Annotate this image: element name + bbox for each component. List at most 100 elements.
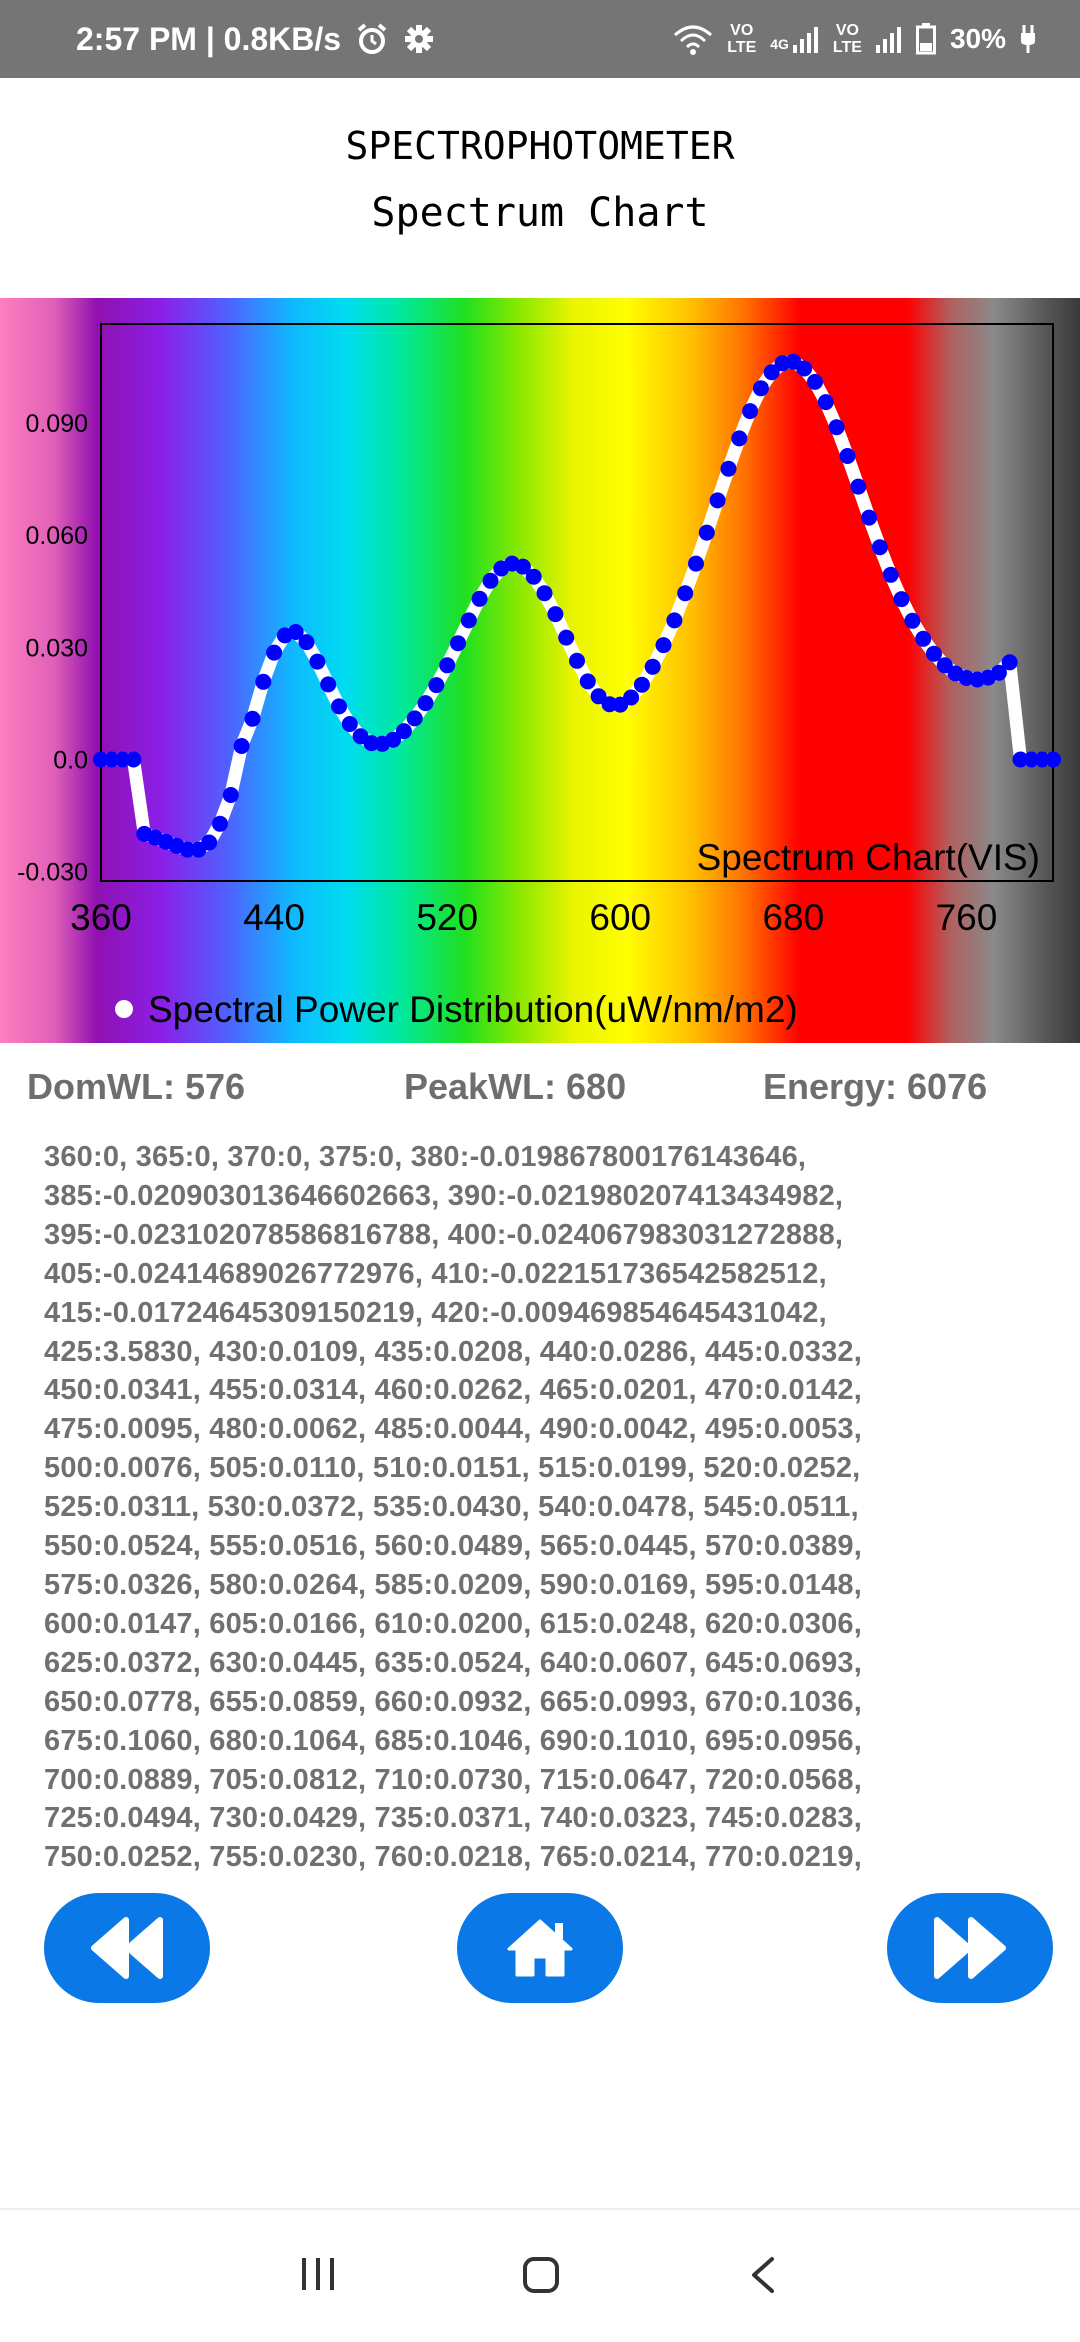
data-line: 725:0.0494, 730:0.0429, 735:0.0371, 740:… bbox=[44, 1802, 863, 1835]
data-point bbox=[385, 731, 402, 748]
data-point bbox=[633, 676, 650, 693]
chart-title: Spectrum Chart(VIS) bbox=[697, 837, 1040, 878]
data-point bbox=[698, 524, 715, 541]
data-point bbox=[579, 673, 596, 690]
data-point bbox=[536, 585, 553, 602]
legend-label: Spectral Power Distribution(uW/nm/m2) bbox=[148, 989, 798, 1030]
data-point bbox=[417, 695, 434, 712]
data-point bbox=[125, 751, 142, 768]
data-point bbox=[763, 364, 780, 381]
energy-value: Energy: 6076 bbox=[763, 1066, 988, 1107]
battery-percent: 30% bbox=[949, 23, 1006, 54]
x-tick-label: 360 bbox=[70, 897, 132, 938]
dominant-wavelength: DomWL: 576 bbox=[27, 1066, 246, 1107]
x-tick-label: 760 bbox=[936, 897, 998, 938]
data-line: 675:0.1060, 680:0.1064, 685:0.1046, 690:… bbox=[44, 1724, 863, 1757]
data-point bbox=[309, 653, 326, 670]
data-line: 450:0.0341, 455:0.0314, 460:0.0262, 465:… bbox=[44, 1374, 863, 1407]
fast-rewind-icon bbox=[91, 1917, 163, 1979]
data-line: 405:-0.02414689026772976, 410:-0.0221517… bbox=[44, 1257, 827, 1290]
data-point bbox=[525, 568, 542, 585]
home-outline-icon[interactable] bbox=[522, 2256, 560, 2294]
data-point bbox=[428, 677, 445, 694]
back-chevron-icon[interactable] bbox=[748, 2256, 778, 2294]
data-point bbox=[677, 585, 694, 602]
data-point bbox=[828, 419, 845, 436]
data-point bbox=[915, 630, 932, 647]
legend-dot bbox=[115, 1000, 133, 1018]
data-point bbox=[893, 591, 910, 608]
data-point bbox=[688, 555, 704, 572]
plot-frame bbox=[100, 323, 1054, 882]
page-subtitle: Spectrum Chart bbox=[371, 190, 709, 236]
volte-label-1: VO LTE bbox=[727, 22, 757, 56]
data-line: 575:0.0326, 580:0.0264, 585:0.0209, 590:… bbox=[44, 1568, 863, 1601]
signal-group-1: 4G bbox=[770, 25, 819, 53]
home-button[interactable] bbox=[457, 1893, 623, 2003]
data-line: 525:0.0311, 530:0.0372, 535:0.0430, 540:… bbox=[44, 1491, 859, 1524]
data-line: 360:0, 365:0, 370:0, 375:0, 380:-0.01986… bbox=[44, 1141, 807, 1173]
data-line: 415:-0.01724645309150219, 420:-0.0094698… bbox=[44, 1296, 827, 1329]
data-line: 700:0.0889, 705:0.0812, 710:0.0730, 715:… bbox=[44, 1763, 863, 1796]
data-point bbox=[201, 834, 218, 851]
data-point bbox=[222, 787, 239, 803]
system-navigation-bar bbox=[0, 2208, 1080, 2342]
status-right: VO LTE 4G VO LTE 30% bbox=[673, 0, 1036, 78]
recents-icon[interactable] bbox=[300, 2256, 336, 2292]
data-line: 750:0.0252, 755:0.0230, 760:0.0218, 765:… bbox=[44, 1841, 863, 1874]
signal-icon bbox=[875, 27, 901, 53]
status-bar: 2:57 PM | 0.8KB/s VO LTE 4G bbox=[0, 0, 1080, 78]
data-point bbox=[212, 815, 228, 832]
data-line: 625:0.0372, 630:0.0445, 635:0.0524, 640:… bbox=[44, 1646, 863, 1679]
series-points bbox=[93, 353, 1061, 858]
gear-icon bbox=[405, 25, 434, 53]
spectrum-chart-svg: -0.030 0.0 0.030 0.060 0.090 360 440 520 600 680… bbox=[0, 298, 1080, 1043]
data-line: 475:0.0095, 480:0.0062, 485:0.0044, 490:… bbox=[44, 1413, 863, 1446]
data-point bbox=[439, 657, 456, 674]
data-point bbox=[926, 645, 942, 662]
data-point bbox=[882, 566, 899, 583]
data-point bbox=[720, 460, 737, 477]
data-point bbox=[233, 738, 250, 754]
data-line: 500:0.0076, 505:0.0110, 510:0.0151, 515:… bbox=[44, 1452, 861, 1485]
volte-label-2: VO LTE bbox=[832, 22, 862, 56]
data-point bbox=[569, 652, 585, 669]
data-point bbox=[839, 448, 856, 464]
previous-button[interactable] bbox=[44, 1893, 210, 2003]
data-point bbox=[742, 403, 759, 420]
battery-icon bbox=[915, 23, 936, 55]
data-point bbox=[1045, 751, 1061, 768]
status-left: 2:57 PM | 0.8KB/s bbox=[76, 0, 435, 78]
home-icon bbox=[507, 1919, 573, 1977]
status-time-speed: 2:57 PM | 0.8KB/s bbox=[76, 21, 342, 57]
data-point bbox=[861, 509, 878, 526]
data-point bbox=[471, 590, 488, 607]
data-point bbox=[752, 380, 769, 397]
data-point bbox=[395, 723, 412, 740]
data-line: 385:-0.020903013646602663, 390:-0.021980… bbox=[44, 1179, 844, 1212]
signal-icon bbox=[792, 27, 818, 53]
data-point bbox=[287, 624, 304, 640]
y-tick-label: 0.030 bbox=[25, 634, 88, 662]
data-point bbox=[817, 394, 834, 411]
peak-wavelength: PeakWL: 680 bbox=[404, 1066, 627, 1107]
data-point bbox=[623, 689, 640, 706]
data-point bbox=[558, 629, 575, 646]
spectrum-chart: -0.030 0.0 0.030 0.060 0.090 360 440 520 600 680… bbox=[0, 298, 1080, 1043]
data-point bbox=[244, 710, 261, 727]
y-tick-label: 0.060 bbox=[25, 522, 88, 550]
data-point bbox=[655, 637, 672, 654]
data-line: 550:0.0524, 555:0.0516, 560:0.0489, 565:… bbox=[44, 1530, 863, 1563]
data-point bbox=[731, 430, 748, 447]
data-point bbox=[406, 710, 423, 727]
data-point bbox=[796, 360, 813, 377]
y-axis: -0.030 0.0 0.030 0.060 0.090 bbox=[17, 410, 88, 887]
page-title: SPECTROPHOTOMETER bbox=[345, 124, 735, 168]
y-tick-label: 0.090 bbox=[25, 410, 88, 438]
spectrum-background bbox=[0, 298, 1080, 1043]
next-button[interactable] bbox=[887, 1893, 1053, 2003]
data-point bbox=[807, 373, 823, 390]
spectrum-data-list: 360:0, 365:0, 370:0, 375:0, 380:-0.01986… bbox=[44, 1138, 1054, 1877]
data-point bbox=[990, 664, 1007, 681]
charging-icon bbox=[1021, 25, 1035, 53]
